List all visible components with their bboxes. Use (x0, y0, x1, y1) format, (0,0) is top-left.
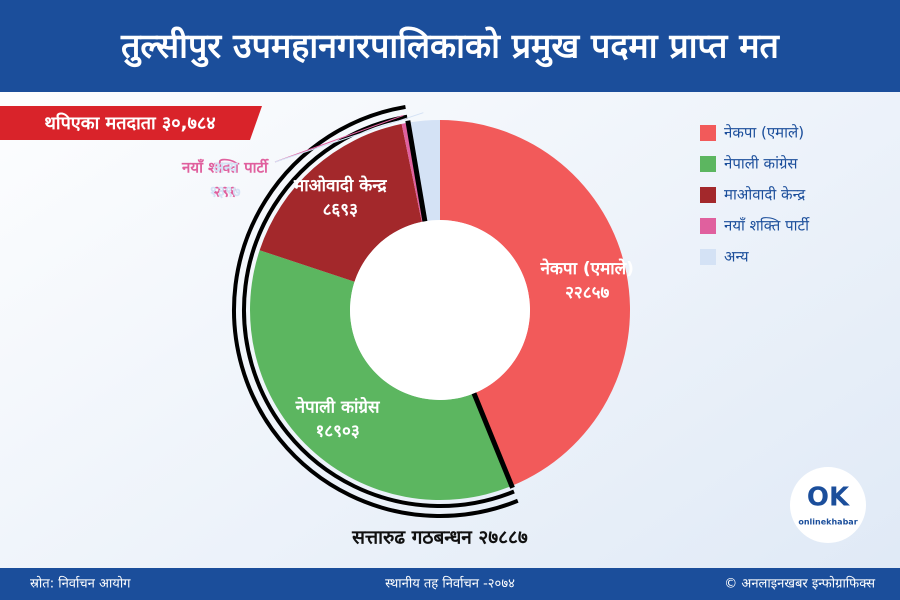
legend-label: नेकपा (एमाले) (724, 124, 804, 142)
slice (250, 250, 512, 500)
logo-mark: OK (807, 483, 850, 513)
leader-line (274, 114, 404, 163)
slice (408, 120, 440, 222)
legend-swatch (700, 125, 716, 141)
slice-label: अन्य (213, 159, 239, 177)
separator (471, 392, 515, 489)
annotation: सत्तारुढ गठबन्धन २७८८७ (351, 527, 528, 549)
footer-middle: स्थानीय तह निर्वाचन -२०७४ (385, 576, 515, 592)
slice (259, 123, 422, 282)
badge: थपिएका मतदाता ३०,७८४ (44, 112, 215, 134)
footer-source: स्रोत: निर्वाचन आयोग (30, 576, 131, 592)
legend-label: नयाँ शक्ति पार्टी (724, 217, 810, 235)
legend-label: अन्य (724, 248, 749, 266)
legend-swatch (700, 187, 716, 203)
badge-bg (0, 106, 262, 140)
slice (440, 120, 631, 486)
value-label: २९१ (213, 183, 236, 201)
separator (405, 120, 428, 222)
header (0, 0, 900, 92)
slice-label: माओवादी केन्द्र (293, 175, 387, 196)
slice-label: नेपाली कांग्रेस (295, 397, 381, 418)
slice-label: नयाँ शक्ति पार्टी (181, 159, 269, 177)
legend-swatch (700, 249, 716, 265)
logo-text: onlinekhabar (798, 518, 857, 527)
leader-line (274, 112, 424, 163)
value-label: १३९७ (209, 183, 240, 201)
legend-label: माओवादी केन्द्र (724, 186, 806, 204)
logo-bg (790, 467, 866, 543)
footer-credit: © अनलाइनखबर इन्फोग्राफिक्स (724, 576, 875, 592)
legend-label: नेपाली कांग्रेस (724, 155, 798, 173)
footer (0, 568, 900, 600)
legend-swatch (700, 156, 716, 172)
legend-swatch (700, 218, 716, 234)
value-label: २२८५७ (565, 283, 609, 303)
value-label: १८९०३ (315, 422, 359, 442)
alliance-arc (242, 114, 515, 508)
slice-label: नेकपा (एमाले) (539, 258, 634, 279)
chart-title: तुल्सीपुर उपमहानगरपालिकाको प्रमुख पदमा प… (120, 26, 781, 68)
value-label: ८६९३ (323, 200, 358, 220)
hole (350, 220, 530, 400)
